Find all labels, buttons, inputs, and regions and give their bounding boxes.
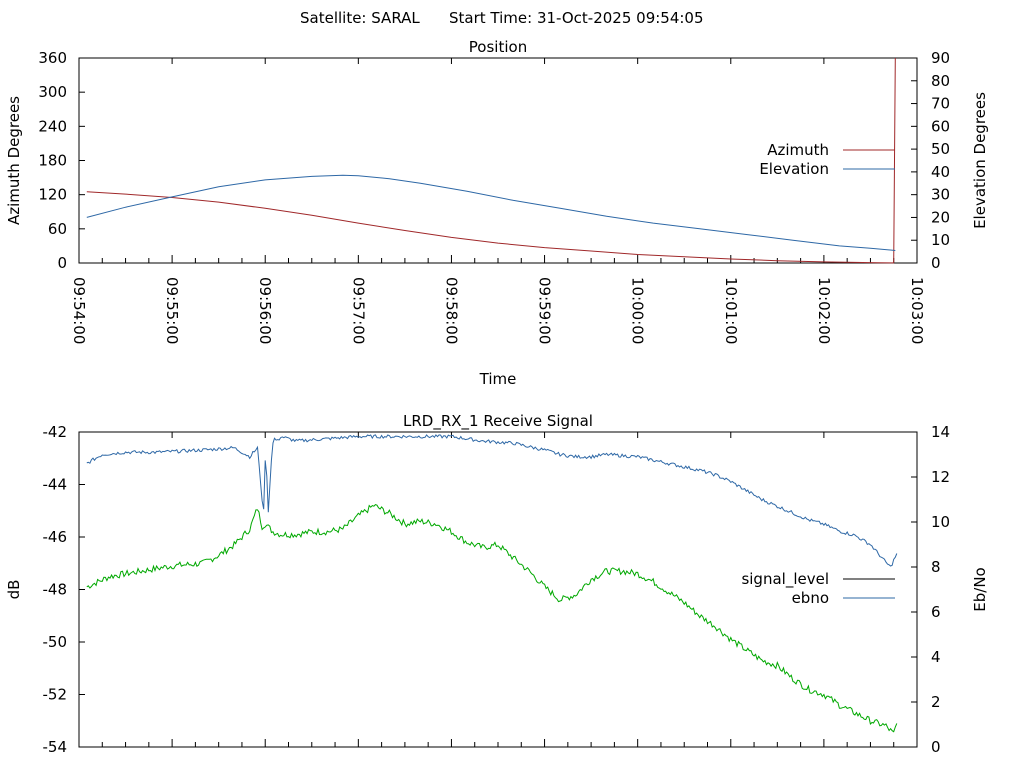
y-tick-label: -44 — [43, 476, 68, 494]
y2-tick-label: 12 — [931, 468, 950, 486]
y2-tick-label: 90 — [931, 49, 950, 67]
y-tick-label: -52 — [43, 686, 68, 704]
y-tick-label: 0 — [57, 254, 67, 272]
y2-tick-label: 10 — [931, 513, 950, 531]
x-axis-label: Time — [479, 370, 517, 388]
y-axis-label: dB — [5, 580, 23, 600]
x-tick-label: 09:59:00 — [536, 277, 554, 344]
header-start-time: Start Time: 31-Oct-2025 09:54:05 — [449, 9, 704, 27]
x-tick-label: 09:56:00 — [256, 277, 274, 344]
receive-signal-chart: LRD_RX_1 Receive Signal -42 -44 -46 -48 -50 -5… — [5, 412, 989, 756]
y-tick-label: 120 — [38, 186, 67, 204]
chart-title: LRD_RX_1 Receive Signal — [403, 412, 593, 431]
x-tick-label: 09:58:00 — [442, 277, 460, 344]
x-tick-label: 10:03:00 — [908, 277, 926, 344]
y-tick-label: 360 — [38, 49, 67, 67]
y2-tick-label: 10 — [931, 231, 950, 249]
x-tick-label: 10:00:00 — [629, 277, 647, 344]
y2-tick-label: 14 — [931, 423, 950, 441]
chart-title: Position — [469, 38, 527, 56]
y-tick-label: -48 — [43, 581, 68, 599]
y-tick-label: -50 — [43, 633, 68, 651]
legend-label-Azimuth: Azimuth — [767, 141, 829, 159]
y-tick-label: 240 — [38, 117, 67, 135]
y-tick-label: -54 — [43, 738, 68, 756]
x-tick-label: 09:54:00 — [70, 277, 88, 344]
y2-tick-label: 70 — [931, 95, 950, 113]
y2-tick-label: 50 — [931, 140, 950, 158]
y-axis-label: Azimuth Degrees — [5, 96, 23, 225]
legend-label-signal_level: signal_level — [741, 570, 829, 589]
legend-label-ebno: ebno — [792, 589, 829, 607]
series-line-Elevation — [86, 174, 896, 251]
y2-tick-label: 0 — [931, 254, 941, 272]
series-line-signal_level — [86, 504, 898, 733]
y-tick-label: 60 — [48, 220, 67, 238]
x-tick-label: 09:55:00 — [163, 277, 181, 344]
y2-tick-label: 6 — [931, 603, 941, 621]
y2-tick-label: 80 — [931, 72, 950, 90]
y2-tick-label: 40 — [931, 163, 950, 181]
y2-tick-label: 30 — [931, 186, 950, 204]
position-chart: Position 0 60 120 180 240 300 360 0 10 20 30 40 50 60 7… — [5, 38, 989, 388]
y-tick-label: 180 — [38, 152, 67, 170]
x-tick-label: 10:02:00 — [815, 277, 833, 344]
y2-axis-label: Eb/No — [971, 567, 989, 611]
x-tick-label: 10:01:00 — [722, 277, 740, 344]
legend-label-Elevation: Elevation — [759, 160, 829, 178]
y-tick-label: 300 — [38, 83, 67, 101]
y2-tick-label: 4 — [931, 648, 941, 666]
header-satellite: Satellite: SARAL — [300, 9, 420, 27]
series-line-Azimuth — [86, 57, 896, 264]
y-tick-label: -46 — [43, 528, 68, 546]
y2-tick-label: 60 — [931, 117, 950, 135]
y-tick-label: -42 — [43, 423, 68, 441]
y2-tick-label: 20 — [931, 208, 950, 226]
y2-axis-label: Elevation Degrees — [971, 92, 989, 229]
series-line-ebno — [86, 434, 898, 567]
y2-tick-label: 0 — [931, 738, 941, 756]
y2-tick-label: 8 — [931, 558, 941, 576]
y2-tick-label: 2 — [931, 693, 941, 711]
x-tick-label: 09:57:00 — [349, 277, 367, 344]
